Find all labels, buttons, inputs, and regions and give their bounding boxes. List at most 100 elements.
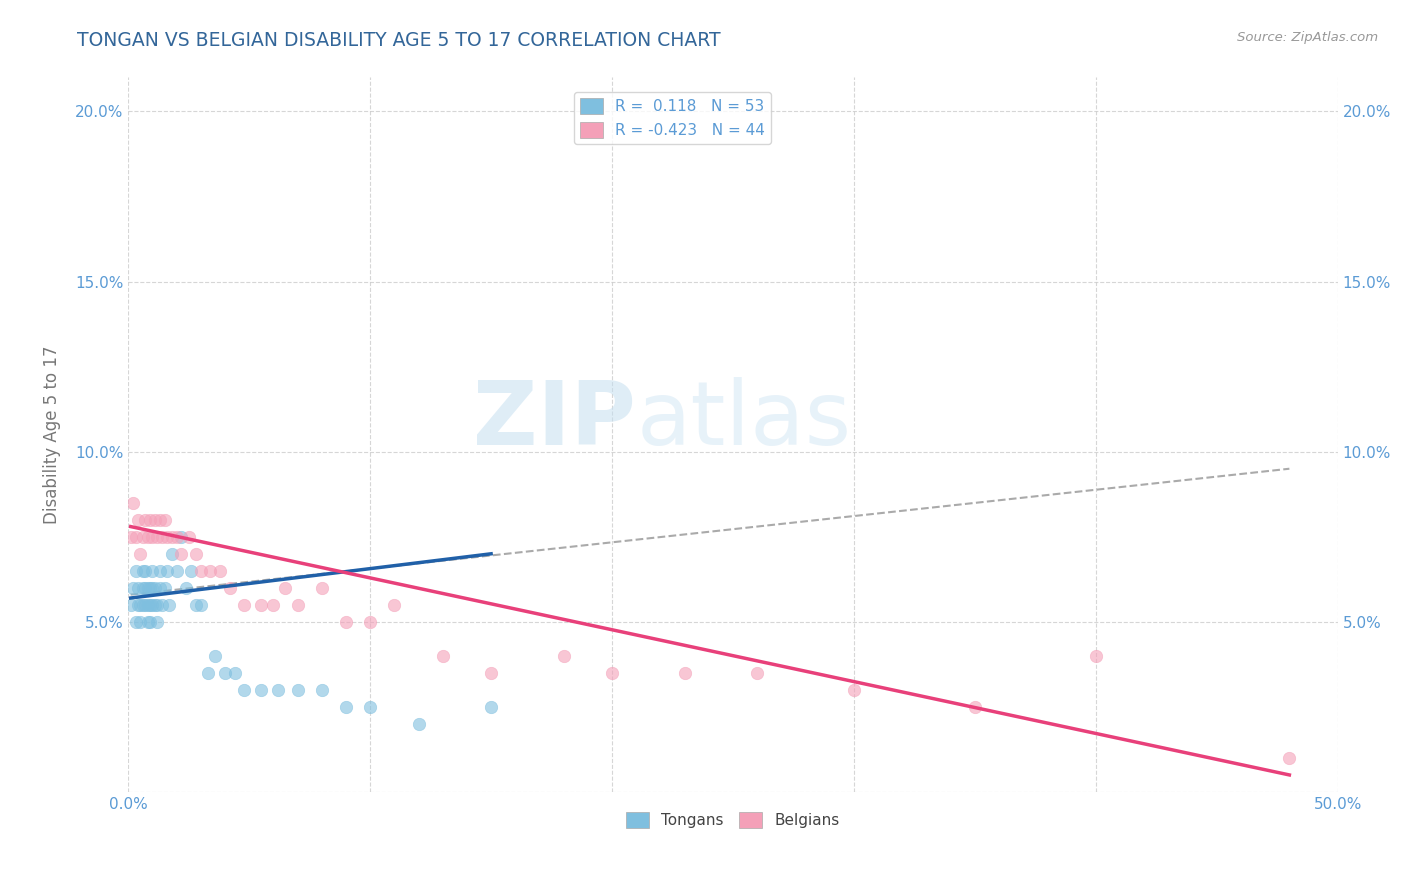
Point [139,615,162,629]
Point [842,682,865,697]
Point [170,530,193,544]
Y-axis label: Disability Age 5 to 17: Disability Age 5 to 17 [44,345,60,524]
Text: ZIP: ZIP [474,377,637,464]
Point [120,598,142,612]
Point [209,564,232,578]
Point [190,564,212,578]
Point [150,598,173,612]
Point [382,598,405,612]
Point [136,530,159,544]
Point [136,615,159,629]
Point [124,564,146,578]
Point [214,665,236,680]
Text: Source: ZipAtlas.com: Source: ZipAtlas.com [1237,31,1378,45]
Point [274,581,297,595]
Point [170,547,193,561]
Point [160,547,183,561]
Point [408,717,430,731]
Point [224,665,246,680]
Point [233,682,256,697]
Point [149,581,172,595]
Point [262,598,284,612]
Point [156,530,179,544]
Point [287,682,309,697]
Point [141,530,163,544]
Point [479,699,502,714]
Point [287,598,309,612]
Point [132,598,155,612]
Point [218,581,240,595]
Point [359,615,381,629]
Point [673,665,696,680]
Point [747,665,769,680]
Point [146,598,169,612]
Text: TONGAN VS BELGIAN DISABILITY AGE 5 TO 17 CORRELATION CHART: TONGAN VS BELGIAN DISABILITY AGE 5 TO 17… [77,31,721,50]
Text: atlas: atlas [637,377,852,464]
Point [136,581,159,595]
Point [143,513,166,527]
Point [153,581,176,595]
Point [197,665,219,680]
Point [136,598,159,612]
Point [122,581,145,595]
Point [176,581,198,595]
Point [134,564,156,578]
Point [127,581,149,595]
Point [149,513,172,527]
Point [166,564,188,578]
Point [311,581,333,595]
Point [139,513,162,527]
Point [156,564,179,578]
Point [600,665,623,680]
Point [141,564,163,578]
Point [1084,648,1107,663]
Point [250,682,273,697]
Point [335,615,357,629]
Point [432,648,454,663]
Point [177,530,200,544]
Point [134,581,156,595]
Point [143,598,166,612]
Point [132,530,155,544]
Point [143,581,166,595]
Point [166,530,188,544]
Point [204,648,226,663]
Point [139,598,162,612]
Point [184,598,207,612]
Point [127,513,149,527]
Point [124,615,146,629]
Point [134,513,156,527]
Point [157,598,180,612]
Point [129,547,152,561]
Point [146,615,169,629]
Point [200,564,222,578]
Point [180,564,202,578]
Point [141,581,163,595]
Point [250,598,273,612]
Point [153,513,176,527]
Point [311,682,333,697]
Point [190,598,212,612]
Point [359,699,381,714]
Point [129,598,152,612]
Point [1278,751,1301,765]
Point [963,699,986,714]
Point [335,699,357,714]
Point [267,682,290,697]
Point [134,598,156,612]
Point [122,496,145,510]
Legend: Tongans, Belgians: Tongans, Belgians [620,806,846,834]
Point [132,581,155,595]
Point [150,530,173,544]
Point [127,598,149,612]
Point [160,530,183,544]
Point [149,564,172,578]
Point [124,530,146,544]
Point [139,581,162,595]
Point [184,547,207,561]
Point [553,648,575,663]
Point [132,564,155,578]
Point [233,598,256,612]
Point [479,665,502,680]
Point [129,615,152,629]
